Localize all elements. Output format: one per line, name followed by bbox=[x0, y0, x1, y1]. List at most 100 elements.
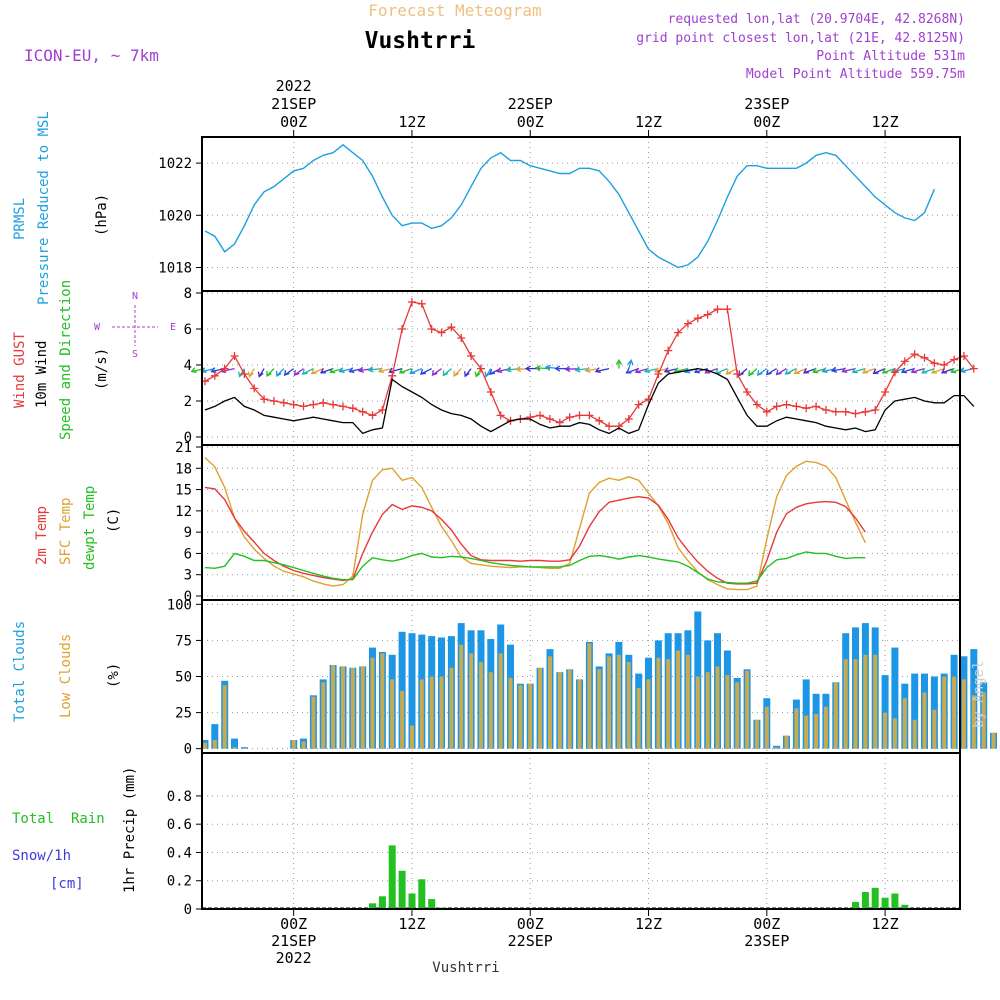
gust-marker bbox=[378, 406, 387, 414]
low-cloud-bar bbox=[952, 676, 957, 749]
ytick-label-wind: 6 bbox=[184, 322, 192, 338]
pressure-label-prmsl: PRMSL bbox=[12, 198, 28, 240]
wind-arrowhead bbox=[643, 367, 651, 374]
forecast-subtitle: Forecast Meteogram bbox=[368, 1, 541, 20]
wind-arrow bbox=[674, 367, 689, 373]
gust-marker bbox=[861, 407, 870, 416]
wind-arrow bbox=[311, 368, 324, 375]
bottom-tick-label: 12Z bbox=[398, 915, 425, 933]
low-cloud-bar bbox=[656, 657, 661, 749]
wind-arrowhead bbox=[574, 366, 581, 373]
wind-arrow bbox=[410, 368, 423, 375]
low-cloud-bar bbox=[321, 682, 326, 749]
low-cloud-bar bbox=[685, 654, 690, 749]
gust-marker bbox=[348, 404, 357, 413]
wind-arrowhead bbox=[431, 369, 438, 376]
wind-arrow bbox=[201, 367, 215, 373]
gust-marker bbox=[743, 388, 752, 396]
clouds-unit: (%) bbox=[106, 663, 122, 688]
gust-marker bbox=[329, 400, 338, 409]
frame-precip bbox=[201, 752, 961, 910]
gust-marker bbox=[398, 325, 407, 333]
wind-arrow bbox=[901, 367, 915, 373]
gust-marker bbox=[959, 352, 968, 360]
ytick-label-clouds: 100 bbox=[167, 597, 192, 613]
low-cloud-bar bbox=[390, 679, 395, 749]
top-tick-label: 23SEP bbox=[744, 95, 789, 113]
low-cloud-bar bbox=[528, 683, 533, 749]
low-cloud-bar bbox=[754, 719, 759, 749]
wind-arrow bbox=[585, 367, 600, 372]
top-tick-label: 12Z bbox=[635, 113, 662, 131]
top-tick-label: 21SEP bbox=[271, 95, 316, 113]
wind-arrowhead bbox=[802, 368, 810, 374]
precip-unit: 1hr Precip (mm) bbox=[122, 767, 138, 893]
ytick-label-clouds: 25 bbox=[175, 706, 192, 722]
low-cloud-bar bbox=[350, 667, 355, 749]
rain-bar bbox=[428, 899, 436, 909]
gust-marker bbox=[536, 411, 545, 420]
wind-arrowhead bbox=[409, 368, 416, 375]
low-cloud-bar bbox=[400, 690, 405, 749]
low-cloud-bar bbox=[961, 679, 966, 749]
bottom-tick-label: 12Z bbox=[635, 915, 662, 933]
low-cloud-bar bbox=[498, 653, 503, 749]
low-cloud-bar bbox=[567, 669, 572, 749]
wind-arrowhead bbox=[293, 369, 300, 376]
wind-arrowhead bbox=[247, 371, 254, 378]
low-cloud-bar bbox=[725, 675, 730, 749]
wind-arrowhead bbox=[793, 368, 800, 375]
low-cloud-bar bbox=[212, 740, 217, 749]
temp-unit: (C) bbox=[106, 508, 122, 533]
wind-arrow bbox=[852, 367, 866, 373]
low-cloud-bar bbox=[883, 712, 888, 749]
low-cloud-bar bbox=[745, 670, 750, 749]
low-cloud-bar bbox=[616, 654, 621, 749]
low-cloud-bar bbox=[676, 650, 681, 749]
gust-marker bbox=[595, 416, 604, 425]
wind-arrowhead bbox=[484, 371, 491, 378]
low-cloud-bar bbox=[548, 656, 552, 749]
wind-arrowhead bbox=[900, 367, 907, 374]
gust-marker bbox=[496, 411, 505, 420]
bottom-tick-label: 22SEP bbox=[508, 932, 553, 950]
low-clouds-label: Low Clouds bbox=[58, 634, 74, 718]
low-cloud-bar bbox=[636, 688, 641, 749]
wind-arrowhead bbox=[474, 371, 481, 378]
low-cloud-bar bbox=[331, 665, 336, 749]
rain-bar bbox=[398, 870, 406, 909]
gust-marker bbox=[417, 299, 426, 308]
wind-arrowhead bbox=[190, 367, 197, 374]
ytick-label-pressure: 1022 bbox=[158, 156, 192, 172]
top-tick-label: 12Z bbox=[872, 113, 899, 131]
wind-arrowhead bbox=[738, 370, 744, 377]
gust-marker bbox=[950, 355, 959, 364]
gust-marker bbox=[654, 370, 663, 378]
ytick-label-precip: 0 bbox=[184, 902, 192, 918]
wind-arrowhead bbox=[329, 367, 336, 374]
gust-marker bbox=[407, 298, 416, 306]
ytick-label-temp: 15 bbox=[175, 483, 192, 499]
wind-gust-label: Wind GUST bbox=[12, 332, 28, 408]
low-cloud-bar bbox=[873, 654, 878, 749]
compass-east: E bbox=[170, 322, 176, 333]
wind-arrowhead bbox=[398, 368, 405, 374]
gust-marker bbox=[940, 361, 949, 369]
wind-arrow bbox=[694, 367, 708, 373]
ytick-label-precip: 0.2 bbox=[167, 874, 192, 890]
rain-bar bbox=[891, 893, 899, 909]
rain-bar bbox=[852, 901, 859, 909]
wind-arrowhead bbox=[821, 367, 828, 374]
gust-marker bbox=[269, 397, 278, 405]
top-tick-label: 00Z bbox=[517, 113, 544, 131]
wind-speed-dir-label: Speed and Direction bbox=[58, 280, 74, 440]
wind-arrowhead bbox=[367, 366, 374, 373]
total-cloud-bar bbox=[802, 679, 810, 749]
low-cloud-bar bbox=[341, 666, 345, 749]
wind-arrowhead bbox=[748, 370, 754, 377]
low-cloud-bar bbox=[538, 667, 543, 749]
model-label: ICON-EU, ~ 7km bbox=[24, 46, 159, 65]
wind-arrow bbox=[221, 367, 235, 373]
low-cloud-bar bbox=[459, 644, 464, 749]
